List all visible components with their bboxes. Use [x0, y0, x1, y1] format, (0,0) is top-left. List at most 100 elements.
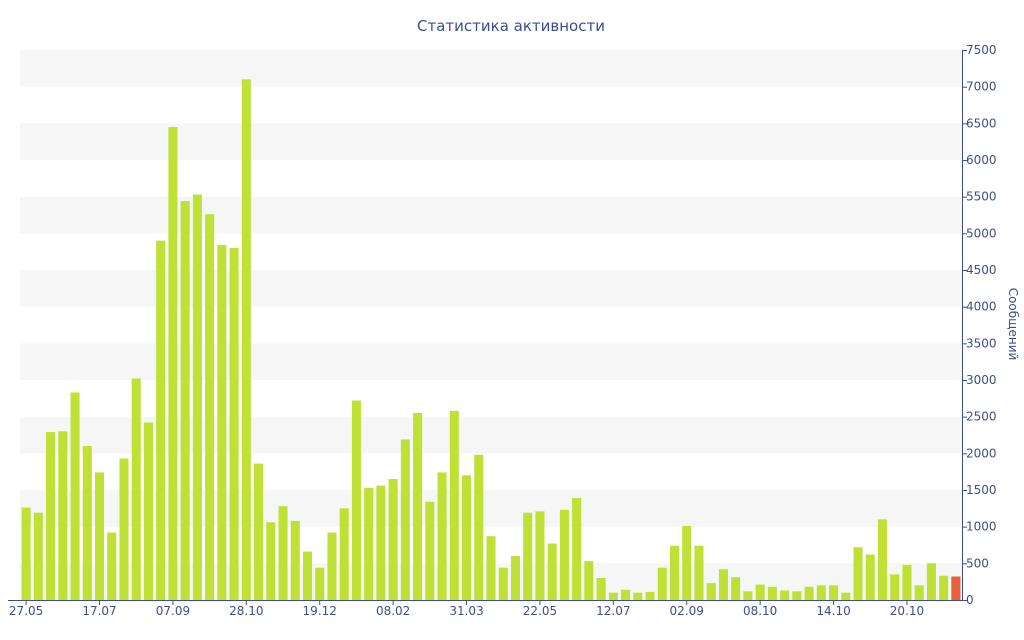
bar[interactable]	[437, 472, 447, 600]
y-tick-label: 6500	[966, 116, 997, 130]
bar[interactable]	[510, 556, 520, 600]
bar[interactable]	[388, 479, 398, 600]
bar[interactable]	[755, 584, 765, 600]
bar[interactable]	[254, 463, 264, 600]
bar[interactable]	[217, 245, 227, 600]
bar[interactable]	[926, 563, 936, 600]
bar[interactable]	[890, 574, 900, 600]
bar[interactable]	[168, 127, 178, 600]
bar[interactable]	[780, 590, 790, 600]
bar[interactable]	[657, 567, 667, 600]
y-tick-label: 7000	[966, 80, 997, 94]
bar[interactable]	[70, 392, 80, 600]
bar[interactable]	[767, 586, 777, 600]
bar[interactable]	[241, 79, 251, 600]
bar[interactable]	[266, 522, 276, 600]
bar[interactable]	[621, 589, 631, 600]
bar[interactable]	[290, 520, 300, 600]
x-tick-label: 17.07	[82, 604, 116, 618]
y-tick-label: 4000	[966, 300, 997, 314]
bar[interactable]	[192, 194, 202, 600]
bar[interactable]	[829, 585, 839, 600]
y-tick-label: 500	[966, 556, 989, 570]
y-tick-label: 3500	[966, 336, 997, 350]
bar[interactable]	[413, 413, 423, 600]
bar[interactable]	[694, 545, 704, 600]
bar[interactable]	[633, 592, 643, 600]
bar[interactable]	[731, 577, 741, 600]
bar[interactable]	[486, 536, 496, 600]
bar[interactable]	[902, 564, 912, 600]
bar-highlight[interactable]	[951, 576, 961, 600]
x-axis-ticks: 27.05 17.07 07.09 28.10 19.12 08.02 31.03 22.05…	[9, 600, 924, 618]
bar[interactable]	[107, 532, 117, 600]
bar[interactable]	[841, 592, 851, 600]
bar[interactable]	[315, 567, 325, 600]
bar[interactable]	[584, 561, 594, 600]
bar[interactable]	[131, 378, 141, 600]
bar[interactable]	[21, 507, 31, 600]
y-tick-label: 1000	[966, 520, 997, 534]
y-tick-label: 7500	[966, 43, 997, 57]
bar[interactable]	[205, 214, 215, 600]
x-tick-label: 27.05	[9, 604, 43, 618]
bar[interactable]	[853, 547, 863, 600]
bar[interactable]	[718, 569, 728, 600]
bar[interactable]	[816, 585, 826, 600]
bar[interactable]	[302, 551, 313, 600]
bar[interactable]	[535, 511, 545, 600]
bar[interactable]	[474, 454, 484, 600]
bar[interactable]	[706, 583, 716, 600]
bar[interactable]	[180, 201, 190, 600]
bar[interactable]	[865, 554, 875, 600]
bar[interactable]	[559, 509, 569, 600]
y-tick-label: 2500	[966, 410, 997, 424]
bar[interactable]	[939, 575, 949, 600]
bar[interactable]	[425, 501, 435, 600]
bar[interactable]	[278, 506, 288, 600]
bar[interactable]	[229, 248, 239, 600]
grid-band	[20, 50, 962, 87]
x-tick-label: 14.10	[816, 604, 850, 618]
bar[interactable]	[547, 543, 557, 600]
bar[interactable]	[682, 525, 692, 600]
bar[interactable]	[877, 519, 887, 600]
bar[interactable]	[364, 487, 374, 600]
bar[interactable]	[327, 532, 337, 600]
bar[interactable]	[82, 446, 92, 600]
bar[interactable]	[94, 472, 105, 600]
bar[interactable]	[498, 567, 508, 600]
x-tick-label: 08.02	[376, 604, 410, 618]
y-axis-ticks: 0 500 1000 1500 2000 2500 3000 3500 4000 4500 5000…	[962, 43, 997, 607]
bar[interactable]	[143, 422, 153, 600]
bar[interactable]	[400, 439, 410, 600]
bar[interactable]	[669, 545, 680, 600]
bar[interactable]	[523, 512, 533, 600]
y-tick-label: 3000	[966, 373, 997, 387]
bar[interactable]	[572, 498, 582, 600]
bar[interactable]	[914, 585, 924, 600]
x-tick-label: 07.09	[156, 604, 190, 618]
bar[interactable]	[743, 591, 753, 600]
x-tick-label: 19.12	[303, 604, 337, 618]
bar[interactable]	[119, 458, 129, 600]
bar[interactable]	[645, 591, 655, 600]
bar[interactable]	[58, 431, 68, 600]
bar[interactable]	[596, 578, 606, 600]
bar[interactable]	[376, 485, 386, 600]
bar[interactable]	[608, 592, 618, 600]
y-tick-label: 6000	[966, 153, 997, 167]
y-tick-label: 5000	[966, 226, 997, 240]
x-tick-label: 20.10	[890, 604, 924, 618]
bar[interactable]	[462, 475, 472, 600]
y-tick-label: 2000	[966, 446, 997, 460]
bar[interactable]	[351, 400, 361, 600]
bar[interactable]	[46, 432, 56, 600]
bar[interactable]	[156, 240, 166, 601]
bar[interactable]	[804, 586, 814, 600]
bar[interactable]	[792, 591, 802, 600]
bar[interactable]	[33, 512, 43, 600]
bar[interactable]	[339, 508, 349, 600]
bar[interactable]	[449, 410, 459, 600]
